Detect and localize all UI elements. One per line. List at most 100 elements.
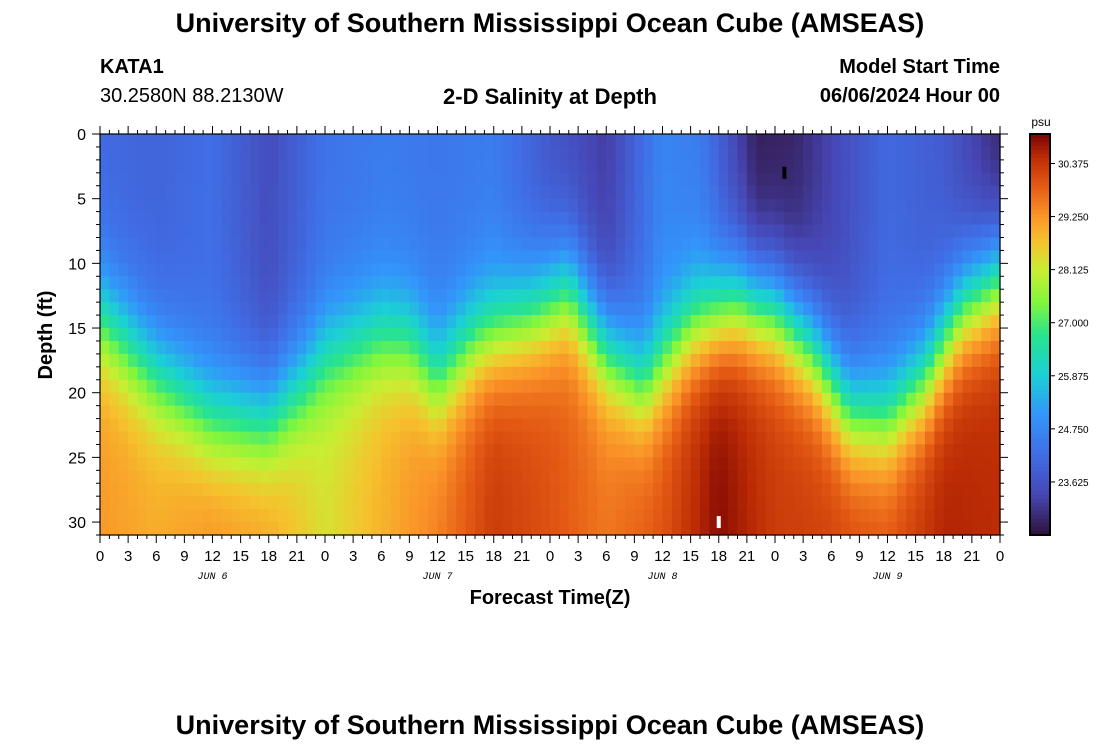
heatmap-cell bbox=[615, 250, 626, 264]
heatmap-cell bbox=[437, 250, 448, 264]
heatmap-cell bbox=[221, 289, 232, 303]
heatmap-cell bbox=[259, 315, 270, 329]
heatmap-cell bbox=[362, 366, 373, 381]
heatmap-cell bbox=[765, 366, 776, 381]
heatmap-cell bbox=[934, 302, 945, 316]
heatmap-cell bbox=[100, 522, 110, 536]
heatmap-cell bbox=[690, 276, 701, 290]
heatmap-cell bbox=[718, 263, 729, 277]
heatmap-cell bbox=[662, 198, 673, 213]
heatmap-cell bbox=[409, 509, 420, 523]
heatmap-cell bbox=[906, 159, 917, 174]
heatmap-cell bbox=[962, 379, 973, 394]
heatmap-cell bbox=[915, 470, 926, 484]
heatmap-cell bbox=[821, 483, 832, 497]
heatmap-cell bbox=[109, 172, 120, 187]
heatmap-cell bbox=[634, 289, 645, 303]
heatmap-cell bbox=[512, 237, 523, 252]
heatmap-cell bbox=[203, 224, 214, 239]
heatmap-cell bbox=[109, 379, 120, 394]
heatmap-cell bbox=[962, 496, 973, 510]
heatmap-cell bbox=[850, 146, 860, 161]
heatmap-cell bbox=[568, 457, 579, 471]
heatmap-cell bbox=[100, 509, 110, 523]
heatmap-cell bbox=[615, 159, 626, 174]
heatmap-cell bbox=[306, 198, 317, 213]
heatmap-cell bbox=[606, 470, 617, 484]
heatmap-cell bbox=[231, 276, 242, 290]
heatmap-cell bbox=[606, 444, 617, 458]
heatmap-cell bbox=[343, 379, 354, 394]
heatmap-cell bbox=[793, 263, 804, 277]
colorbar-segment bbox=[1030, 282, 1050, 287]
heatmap-cell bbox=[550, 457, 560, 471]
heatmap-cell bbox=[990, 522, 1001, 536]
heatmap-cell bbox=[400, 276, 410, 290]
heatmap-cell bbox=[831, 211, 842, 226]
heatmap-cell bbox=[596, 457, 607, 471]
heatmap-cell bbox=[100, 237, 110, 252]
heatmap-cell bbox=[850, 134, 860, 148]
heatmap-cell bbox=[775, 340, 785, 355]
heatmap-cell bbox=[540, 211, 551, 226]
heatmap-cell bbox=[259, 431, 270, 446]
heatmap-cell bbox=[484, 237, 495, 252]
colorbar-segment bbox=[1030, 362, 1050, 368]
heatmap-cell bbox=[887, 444, 898, 458]
heatmap-cell bbox=[521, 340, 532, 355]
heatmap-cell bbox=[587, 224, 598, 239]
heatmap-cell bbox=[268, 457, 279, 471]
heatmap-cell bbox=[953, 276, 964, 290]
heatmap-cell bbox=[409, 457, 420, 471]
heatmap-cell bbox=[381, 509, 392, 523]
colorbar-segment bbox=[1030, 318, 1050, 324]
heatmap-cell bbox=[793, 276, 804, 290]
heatmap-cell bbox=[146, 185, 157, 200]
heatmap-cell bbox=[325, 340, 335, 355]
heatmap-cell bbox=[503, 237, 514, 252]
heatmap-cell bbox=[559, 146, 570, 161]
heatmap-cell bbox=[250, 134, 260, 148]
heatmap-cell bbox=[475, 379, 485, 394]
heatmap-cell bbox=[212, 483, 223, 497]
x-tick-label: 18 bbox=[710, 548, 727, 565]
heatmap-cell bbox=[671, 276, 682, 290]
heatmap-cell bbox=[765, 302, 776, 316]
heatmap-cell bbox=[625, 198, 635, 213]
heatmap-cell bbox=[662, 418, 673, 433]
heatmap-cell bbox=[287, 444, 298, 458]
heatmap-cell bbox=[971, 159, 982, 174]
heatmap-cell bbox=[428, 276, 439, 290]
heatmap-cell bbox=[325, 379, 335, 394]
heatmap-cell bbox=[296, 418, 307, 433]
heatmap-cell bbox=[653, 470, 664, 484]
heatmap-cell bbox=[831, 289, 842, 303]
heatmap-cell bbox=[175, 392, 185, 407]
heatmap-cell bbox=[390, 159, 401, 174]
heatmap-cell bbox=[981, 418, 992, 433]
heatmap-cell bbox=[850, 431, 860, 446]
heatmap-cell bbox=[428, 444, 439, 458]
heatmap-cell bbox=[446, 172, 457, 187]
heatmap-cell bbox=[193, 405, 204, 420]
heatmap-cell bbox=[915, 237, 926, 252]
heatmap-cell bbox=[540, 315, 551, 329]
heatmap-cell bbox=[896, 379, 907, 394]
heatmap-cell bbox=[231, 302, 242, 316]
heatmap-cell bbox=[906, 198, 917, 213]
heatmap-cell bbox=[812, 405, 823, 420]
colorbar-segment bbox=[1030, 266, 1050, 271]
heatmap-cell bbox=[409, 444, 420, 458]
heatmap-cell bbox=[362, 418, 373, 433]
heatmap-cell bbox=[906, 211, 917, 226]
heatmap-cell bbox=[981, 211, 992, 226]
heatmap-cell bbox=[240, 289, 251, 303]
heatmap-cell bbox=[371, 457, 382, 471]
heatmap-cell bbox=[465, 224, 476, 239]
heatmap-cell bbox=[221, 172, 232, 187]
heatmap-cell bbox=[250, 250, 260, 264]
heatmap-cell bbox=[325, 509, 335, 523]
heatmap-cell bbox=[953, 211, 964, 226]
heatmap-cell bbox=[118, 418, 129, 433]
heatmap-cell bbox=[934, 263, 945, 277]
